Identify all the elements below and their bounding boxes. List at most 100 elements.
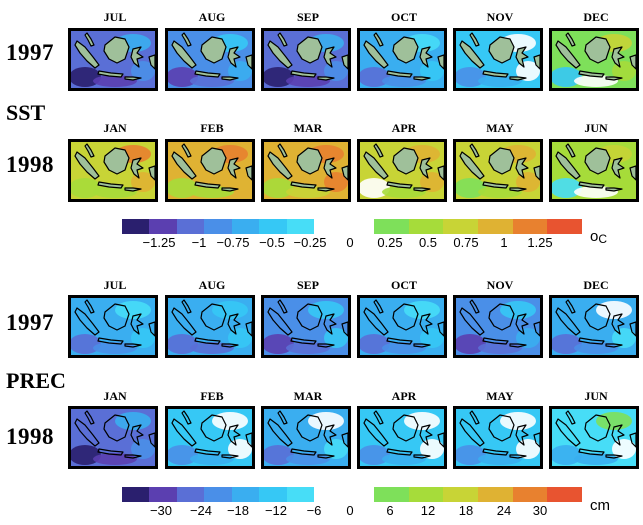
colorbar-swatch [231,219,260,234]
colorbar-tick: −12 [264,503,288,518]
colorbar-swatch [408,487,444,502]
month-label: MAY [486,389,514,403]
prec-map-panel [453,406,543,469]
prec-map-panel [68,295,158,358]
colorbar-tick: 0 [346,235,354,250]
colorbar-tick: 30 [532,503,548,518]
colorbar-swatch [204,219,232,234]
colorbar-tick: −0.25 [293,235,327,250]
colorbar-swatch [443,219,479,234]
colorbar-swatch [176,219,205,234]
sst-map-panel [165,28,255,91]
month-label: MAR [293,389,323,403]
colorbar-tick: −0.75 [216,235,250,250]
colorbar-swatch [478,219,513,234]
colorbar-tick: 12 [420,503,436,518]
month-label: SEP [296,10,319,24]
colorbar-swatch [512,487,548,502]
sst-1997-year-label: 1997 [6,40,54,65]
colorbar-tick: 0.25 [377,235,403,250]
prec-map-panel [165,295,255,358]
colorbar-tick: −18 [226,503,250,518]
colorbar-swatch [231,487,260,502]
month-label: AUG [198,10,226,24]
month-label: JUL [103,278,127,292]
month-label: NOV [486,278,514,292]
month-label: JAN [103,121,127,135]
colorbar-swatch [149,219,177,234]
month-label: MAY [486,121,514,135]
colorbar-tick: −24 [189,503,213,518]
colorbar-tick: −1.25 [142,235,176,250]
colorbar-swatch [149,487,177,502]
colorbar-swatch [374,487,409,502]
prec-map-panel [549,406,639,469]
colorbar-swatch [259,487,287,502]
colorbar-tick: −1 [191,235,207,250]
colorbar-swatch [122,219,150,234]
prec-map-panel [357,406,447,469]
colorbar-tick: −6 [306,503,322,518]
colorbar-tick: −0.5 [259,235,285,250]
colorbar-tick: −30 [149,503,173,518]
colorbar-tick: 0.75 [453,235,479,250]
sst-map-panel [261,139,351,202]
sst-colorbar-positive [374,219,583,234]
sst-variable-label: SST [6,100,46,125]
prec-unit-label: cm [590,497,610,514]
prec-map-panel [261,406,351,469]
prec-1997-year-label: 1997 [6,310,54,335]
colorbar-swatch [176,487,205,502]
colorbar-swatch [408,219,444,234]
month-label: JAN [103,389,127,403]
colorbar-tick: 1 [500,235,508,250]
sst-map-panel [261,28,351,91]
month-label: OCT [390,278,417,292]
month-label: JUL [103,10,127,24]
month-label: APR [391,389,417,403]
month-label: APR [391,121,417,135]
month-label: JUN [584,121,608,135]
prec-map-panel [357,295,447,358]
colorbar-swatch [478,487,513,502]
colorbar-swatch [286,487,314,502]
colorbar-swatch [259,219,287,234]
sst-1998-year-label: 1998 [6,152,54,177]
prec-1998-year-label: 1998 [6,424,54,449]
colorbar-swatch [204,487,232,502]
colorbar-tick: 18 [458,503,474,518]
month-label: AUG [198,278,226,292]
prec-map-panel [165,406,255,469]
month-label: DEC [583,278,609,292]
month-label: SEP [296,278,319,292]
prec-map-panel [68,406,158,469]
sst-map-panel [453,28,543,91]
prec-map-panel [549,295,639,358]
prec-variable-label: PREC [6,368,66,393]
colorbar-swatch [547,219,583,234]
sst-map-panel [549,139,639,202]
month-label: MAR [293,121,323,135]
prec-map-panel [261,295,351,358]
sst-map-panel [453,139,543,202]
sst-map-panel [357,28,447,91]
month-label: JUN [584,389,608,403]
sst-colorbar-negative [122,219,314,234]
prec-colorbar-negative [122,487,314,502]
sst-map-panel [68,139,158,202]
prec-map-panel [453,295,543,358]
colorbar-swatch [547,487,583,502]
sst-map-panel [68,28,158,91]
sst-map-panel [165,139,255,202]
colorbar-swatch [443,487,479,502]
month-label: OCT [390,10,417,24]
month-label: DEC [583,10,609,24]
colorbar-tick: 24 [496,503,512,518]
colorbar-swatch [122,487,150,502]
sst-map-panel [549,28,639,91]
month-label: NOV [486,10,514,24]
colorbar-tick: 0.5 [418,235,438,250]
colorbar-swatch [512,219,548,234]
sst-map-panel [357,139,447,202]
month-label: FEB [200,389,224,403]
